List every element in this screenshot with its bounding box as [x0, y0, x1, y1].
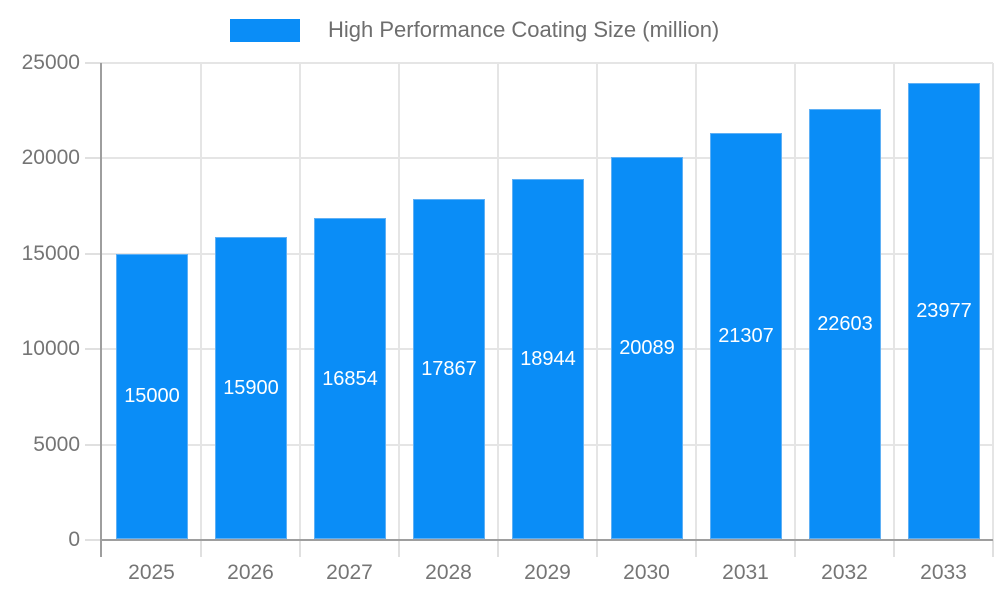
x-gridline: [695, 63, 697, 540]
bar: [116, 254, 188, 539]
x-axis-tick: [596, 540, 598, 557]
bar: [314, 218, 386, 539]
y-tick-label: 25000: [21, 51, 80, 74]
x-axis-tick: [695, 540, 697, 557]
x-gridline: [200, 63, 202, 540]
x-tick-label: 2033: [920, 561, 967, 584]
bar: [413, 199, 485, 539]
y-gridline: [102, 62, 993, 64]
x-tick-label: 2025: [128, 561, 175, 584]
x-axis-line: [102, 539, 993, 541]
y-tick-label: 20000: [21, 146, 80, 169]
x-tick-label: 2030: [623, 561, 670, 584]
y-axis-tick: [85, 253, 102, 255]
x-axis-tick: [992, 540, 994, 557]
x-axis-tick: [398, 540, 400, 557]
bar-value-label: 23977: [916, 300, 972, 322]
bar-value-label: 18944: [520, 348, 576, 370]
x-tick-label: 2026: [227, 561, 274, 584]
bar-value-label: 15900: [223, 377, 279, 399]
x-tick-label: 2027: [326, 561, 373, 584]
bar-value-label: 15000: [124, 385, 180, 407]
y-axis-line: [100, 63, 102, 557]
legend-label: High Performance Coating Size (million): [328, 17, 720, 42]
bar: [809, 109, 881, 539]
y-axis-tick: [85, 62, 102, 64]
y-tick-label: 10000: [21, 337, 80, 360]
y-tick-label: 5000: [33, 433, 80, 456]
y-tick-label: 0: [68, 528, 80, 551]
x-gridline: [299, 63, 301, 540]
bar-value-label: 21307: [718, 325, 774, 347]
bar-value-label: 22603: [817, 313, 873, 335]
x-axis-tick: [299, 540, 301, 557]
bar: [908, 83, 980, 539]
y-axis-tick: [85, 157, 102, 159]
y-axis-tick: [85, 348, 102, 350]
y-gridline: [102, 157, 993, 159]
legend-swatch: [230, 18, 300, 42]
x-tick-label: 2028: [425, 561, 472, 584]
bar: [611, 157, 683, 539]
x-axis-tick: [893, 540, 895, 557]
x-gridline: [497, 63, 499, 540]
bar: [512, 179, 584, 539]
bar: [710, 133, 782, 539]
x-tick-label: 2032: [821, 561, 868, 584]
bar-value-label: 20089: [619, 337, 675, 359]
chart-legend[interactable]: High Performance Coating Size (million): [230, 17, 719, 43]
x-gridline: [794, 63, 796, 540]
x-axis-tick: [497, 540, 499, 557]
bar-value-label: 16854: [322, 368, 378, 390]
x-gridline: [398, 63, 400, 540]
y-axis-tick: [85, 539, 102, 541]
x-tick-label: 2031: [722, 561, 769, 584]
bar-value-label: 17867: [421, 358, 477, 380]
y-tick-label: 15000: [21, 242, 80, 265]
x-tick-label: 2029: [524, 561, 571, 584]
x-axis-tick: [200, 540, 202, 557]
x-axis-tick: [794, 540, 796, 557]
bar: [215, 237, 287, 539]
x-gridline: [596, 63, 598, 540]
x-gridline: [893, 63, 895, 540]
y-axis-tick: [85, 444, 102, 446]
x-gridline: [992, 63, 994, 540]
